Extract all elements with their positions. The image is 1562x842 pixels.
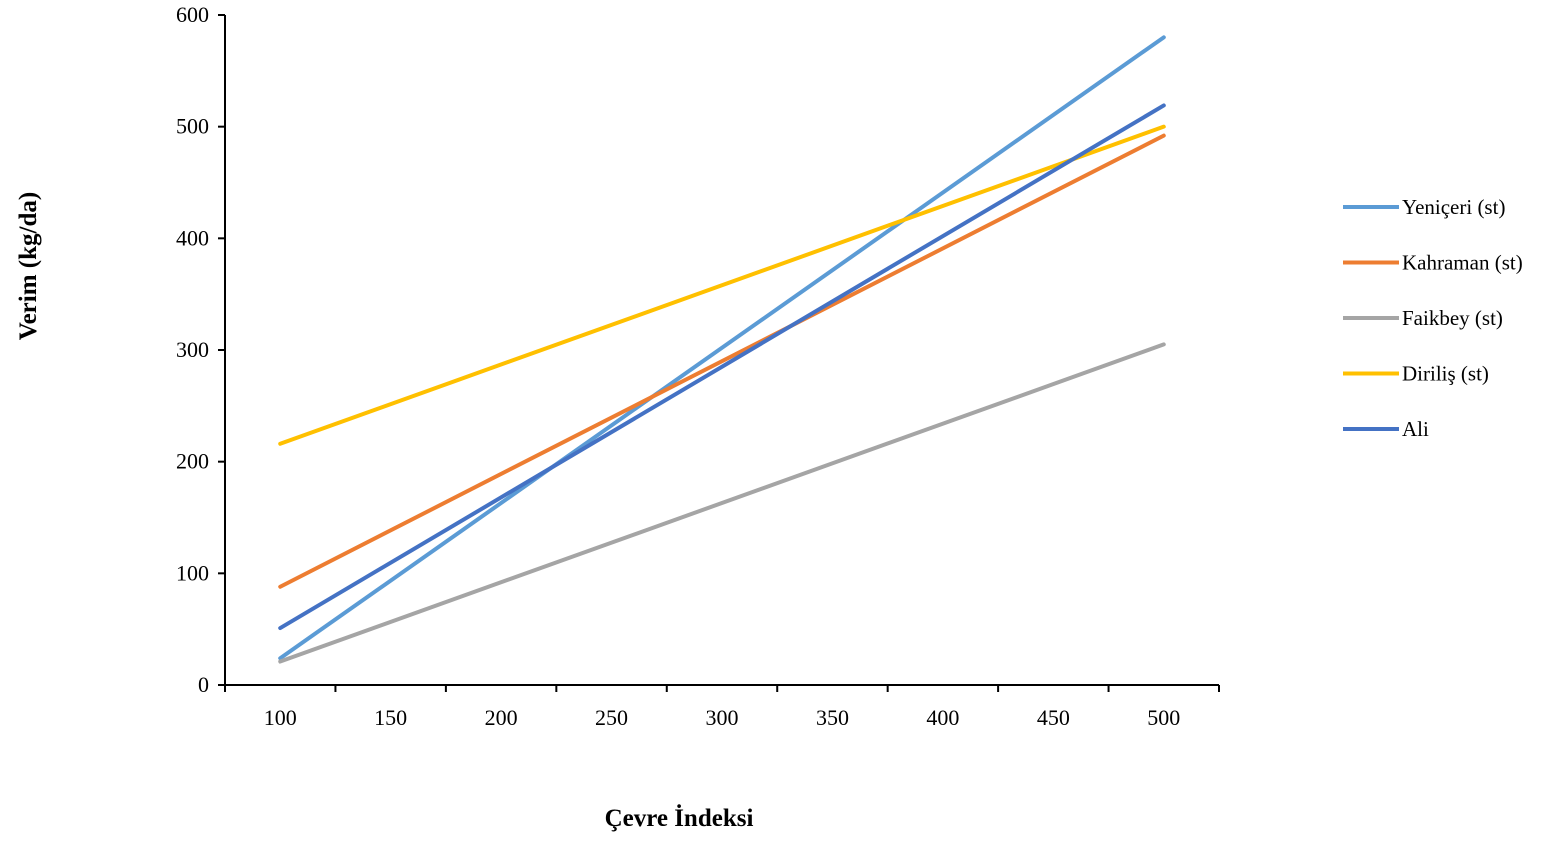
y-tick-label: 200 — [176, 449, 209, 474]
y-tick-label: 100 — [176, 560, 209, 585]
x-axis-title: Çevre İndeksi — [605, 804, 754, 832]
y-axis-ticks: 0 100 200 300 400 500 600 — [176, 2, 225, 697]
series-line-5 — [278, 103, 1166, 631]
y-tick-label: 500 — [176, 114, 209, 139]
x-tick-label: 200 — [485, 705, 518, 730]
legend-label: Ali — [1402, 417, 1429, 441]
legend-label: Kahraman (st) — [1402, 251, 1523, 275]
y-axis-title: Verim (kg/da) — [15, 192, 42, 340]
series-line-1 — [278, 35, 1166, 661]
x-tick-label: 350 — [816, 705, 849, 730]
x-tick-label: 400 — [926, 705, 959, 730]
y-tick-label: 300 — [176, 337, 209, 362]
y-tick-label: 0 — [198, 672, 209, 697]
series-line-4 — [278, 124, 1166, 446]
legend-label: Diriliş (st) — [1402, 362, 1489, 386]
x-tick-label: 150 — [374, 705, 407, 730]
x-axis-ticks: 100 150 200 250 300 350 400 450 500 — [224, 685, 1220, 730]
legend-label: Yeniçeri (st) — [1402, 195, 1505, 219]
x-tick-label: 450 — [1037, 705, 1070, 730]
series-line-3 — [278, 342, 1166, 664]
x-tick-label: 250 — [595, 705, 628, 730]
x-tick-label: 100 — [264, 705, 297, 730]
legend: Yeniçeri (st) Kahraman (st) Faikbey (st) Di… — [1343, 195, 1523, 441]
y-tick-label: 400 — [176, 225, 209, 250]
series-line-2 — [278, 133, 1166, 589]
y-tick-label: 600 — [176, 2, 209, 27]
x-tick-label: 500 — [1147, 705, 1180, 730]
x-tick-label: 300 — [706, 705, 739, 730]
legend-label: Faikbey (st) — [1402, 306, 1503, 330]
series-lines — [278, 35, 1166, 664]
